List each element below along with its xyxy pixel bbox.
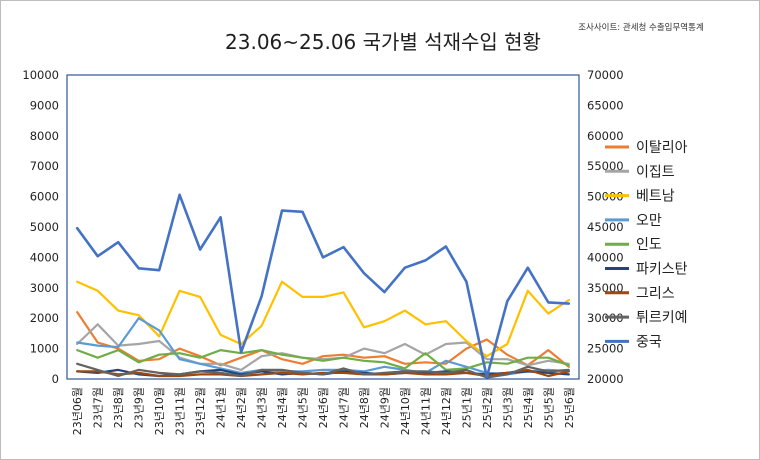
- chart-source: 조사사이트: 관세청 수출입무역통계: [578, 22, 704, 33]
- x-axis-tick-label: 24년6월: [317, 387, 330, 428]
- left-axis-tick-label: 2000: [30, 311, 59, 325]
- x-axis-tick-label: 24년5월: [297, 387, 310, 428]
- right-axis-tick-label: 70000: [587, 68, 624, 82]
- x-axis-tick-label: 25년6월: [563, 387, 576, 428]
- x-axis-tick-label: 25년2월: [481, 387, 494, 428]
- x-axis-tick-label: 24년9월: [378, 387, 391, 428]
- x-axis-tick-label: 23년06월: [71, 387, 84, 435]
- left-axis-tick-label: 10000: [22, 68, 59, 82]
- series-line-8: [75, 193, 571, 379]
- x-axis-tick-label: 24년11월: [419, 387, 432, 435]
- chart-title: 23.06~25.06 국가별 석재수입 현황: [225, 30, 541, 54]
- series-line-1: [76, 323, 570, 371]
- left-axis-tick-label: 0: [52, 372, 59, 386]
- left-axis-tick-label: 5000: [30, 220, 59, 234]
- right-axis-tick-label: 65000: [587, 98, 624, 112]
- legend-label: 그리스: [636, 286, 675, 302]
- legend-label: 베트남: [636, 189, 675, 205]
- legend-label: 튀르키예: [636, 310, 688, 326]
- x-axis-tick-label: 23년10월: [153, 387, 166, 435]
- plot-area: 0 1000 2000 3000 4000 5000 6000 7000 8000 9000 100…: [22, 68, 623, 435]
- x-axis-tick-label: 25년4월: [522, 387, 535, 428]
- series-line-2: [76, 280, 570, 358]
- series-line-4: [76, 349, 570, 371]
- left-axis-tick-label: 7000: [30, 159, 59, 173]
- legend-label: 파키스탄: [636, 262, 688, 278]
- x-axis-tick-label: 23년9월: [133, 387, 146, 428]
- x-axis-tick-label: 24년8월: [358, 387, 371, 428]
- x-axis-tick-label: 23년7월: [92, 387, 105, 428]
- left-axis-tick-label: 1000: [30, 342, 59, 356]
- right-axis-tick-label: 55000: [587, 159, 624, 173]
- right-axis-tick-label: 60000: [587, 129, 624, 143]
- x-axis-tick-label: 25년1월: [460, 387, 473, 428]
- x-axis-tick-label: 24년4월: [276, 387, 289, 428]
- left-axis-tick-label: 8000: [30, 129, 59, 143]
- right-axis-tick-label: 40000: [587, 250, 624, 264]
- right-axis-tick-label: 45000: [587, 220, 624, 234]
- x-axis-tick-label: 24년3월: [256, 387, 269, 428]
- x-axis-tick-label: 25년5월: [542, 387, 555, 428]
- x-axis-tick-label: 24년2월: [235, 387, 248, 428]
- right-axis-tick-label: 20000: [587, 372, 624, 386]
- x-axis-tick-label: 24년10월: [399, 387, 412, 435]
- legend-label: 중국: [636, 334, 662, 350]
- x-axis-tick-label: 24년12월: [440, 387, 453, 435]
- x-axis-tick-label: 25년3월: [501, 387, 514, 428]
- x-axis-tick-label: 24년7월: [337, 387, 350, 428]
- x-axis-tick-label: 24년1월: [215, 387, 228, 428]
- x-axis-tick-label: 23년8월: [112, 387, 125, 428]
- x-axis-tick-label: 23년11월: [174, 387, 187, 435]
- x-axis-tick-label: 23년12월: [194, 387, 207, 435]
- legend-label: 이탈리아: [636, 140, 688, 156]
- right-axis-tick-label: 25000: [587, 342, 624, 356]
- plot-border: [66, 74, 580, 380]
- left-axis-tick-label: 9000: [30, 98, 59, 112]
- left-axis-tick-label: 4000: [30, 250, 59, 264]
- legend-label: 이집트: [636, 164, 675, 180]
- legend-label: 인도: [636, 237, 662, 253]
- left-axis-tick-label: 3000: [30, 281, 59, 295]
- left-axis-tick-label: 6000: [30, 190, 59, 204]
- series-line-0: [76, 311, 570, 368]
- legend-label: 오만: [636, 213, 662, 229]
